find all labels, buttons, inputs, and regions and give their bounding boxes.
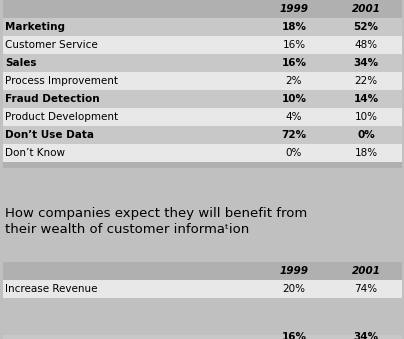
- Text: Process Improvement: Process Improvement: [5, 76, 118, 86]
- Text: Don’t Know: Don’t Know: [5, 148, 65, 158]
- Text: Customer Service: Customer Service: [5, 40, 98, 50]
- Bar: [3, 108, 402, 126]
- Text: 18%: 18%: [354, 148, 378, 158]
- Text: 22%: 22%: [354, 76, 378, 86]
- Text: 4%: 4%: [286, 112, 302, 122]
- Text: 2%: 2%: [286, 76, 302, 86]
- Text: 74%: 74%: [354, 284, 378, 294]
- Text: 1999: 1999: [280, 4, 309, 14]
- Text: 20%: 20%: [282, 284, 305, 294]
- Bar: [3, 162, 402, 168]
- Text: 10%: 10%: [282, 94, 307, 104]
- Bar: [3, 262, 402, 280]
- Bar: [3, 72, 402, 90]
- Text: Fraud Detection: Fraud Detection: [5, 94, 100, 104]
- Text: Don’t Use Data: Don’t Use Data: [5, 130, 94, 140]
- Bar: [3, 54, 402, 72]
- Text: Increase Revenue: Increase Revenue: [5, 284, 97, 294]
- Text: 34%: 34%: [354, 58, 379, 68]
- Text: 14%: 14%: [354, 94, 379, 104]
- Text: 52%: 52%: [354, 22, 379, 32]
- Text: How companies expect they will benefit from: How companies expect they will benefit f…: [5, 207, 307, 220]
- Text: Product Development: Product Development: [5, 112, 118, 122]
- Text: 16%: 16%: [282, 58, 307, 68]
- Bar: [3, 144, 402, 162]
- Text: 16%: 16%: [282, 332, 307, 339]
- Text: 2001: 2001: [351, 4, 381, 14]
- Bar: [3, 36, 402, 54]
- Text: Marketing: Marketing: [5, 22, 65, 32]
- Text: 16%: 16%: [282, 40, 305, 50]
- Bar: [3, 126, 402, 144]
- Text: their wealth of customer informaᵗion: their wealth of customer informaᵗion: [5, 223, 249, 236]
- Bar: [3, 18, 402, 36]
- Bar: [3, 0, 402, 18]
- Text: 0%: 0%: [286, 148, 302, 158]
- Bar: [3, 90, 402, 108]
- Text: 2001: 2001: [351, 266, 381, 276]
- Text: 18%: 18%: [282, 22, 307, 32]
- Text: 1999: 1999: [280, 266, 309, 276]
- Text: 72%: 72%: [282, 130, 307, 140]
- Text: 10%: 10%: [354, 112, 377, 122]
- Text: Sales: Sales: [5, 58, 36, 68]
- Text: 48%: 48%: [354, 40, 378, 50]
- Bar: [3, 335, 402, 339]
- Text: 34%: 34%: [354, 332, 379, 339]
- Text: 0%: 0%: [357, 130, 375, 140]
- Bar: [3, 280, 402, 298]
